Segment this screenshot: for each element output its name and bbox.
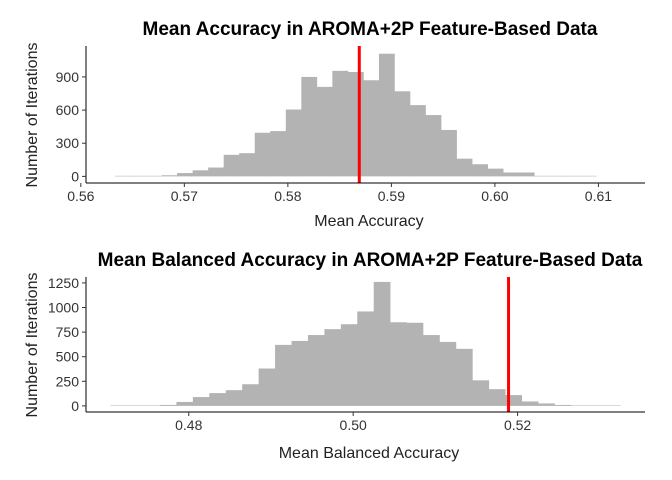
balanced-accuracy-histogram-bar [192, 397, 210, 406]
balanced-accuracy-histogram-bar [357, 311, 375, 406]
accuracy-x-tick-label: 0.59 [378, 188, 405, 204]
accuracy-histogram-bar [503, 172, 520, 177]
accuracy-histogram-bar [487, 168, 504, 177]
accuracy-x-tick-label: 0.57 [171, 188, 198, 204]
balanced-accuracy-histogram-bar [455, 348, 473, 406]
accuracy-histogram-bar [425, 115, 442, 177]
accuracy-y-tick-label: 0 [71, 168, 79, 184]
accuracy-histogram-bar [270, 131, 287, 177]
balanced-accuracy-histogram-bar [110, 405, 128, 406]
balanced-accuracy-histogram-bar [538, 403, 555, 406]
balanced-accuracy-y-tick-label: 250 [56, 373, 80, 389]
accuracy-histogram-bar [192, 170, 209, 177]
balanced-accuracy-histogram-bar [423, 335, 440, 406]
accuracy-histogram-bar [534, 175, 551, 177]
accuracy-histogram-bar [410, 105, 426, 177]
balanced-accuracy-histogram-bar [258, 368, 276, 406]
balanced-accuracy-histogram-bar [373, 281, 391, 406]
accuracy-histogram-panel: Mean Accuracy in AROMA+2P Feature-Based … [24, 19, 645, 230]
accuracy-x-tick-label: 0.60 [481, 188, 508, 204]
balanced-accuracy-histogram-bar [406, 322, 424, 406]
balanced-accuracy-y-tick-label: 500 [56, 349, 80, 365]
accuracy-histogram-bar [363, 80, 380, 177]
accuracy-x-axis-label: Mean Accuracy [314, 213, 423, 230]
accuracy-histogram-bar [254, 132, 271, 177]
accuracy-y-axis-label: Number of Iterations [24, 43, 41, 188]
accuracy-chart-title: Mean Accuracy in AROMA+2P Feature-Based … [143, 19, 598, 40]
balanced-accuracy-histogram-bar [225, 390, 243, 406]
balanced-accuracy-histogram-bar [143, 405, 161, 406]
balanced-accuracy-histogram-bar [390, 322, 407, 406]
accuracy-histogram-bar [223, 154, 240, 177]
balanced-accuracy-histogram-bar [159, 404, 177, 406]
balanced-accuracy-histogram-bar [587, 405, 605, 406]
balanced-accuracy-histogram-bar [275, 344, 292, 406]
accuracy-histogram-bar [239, 153, 256, 177]
accuracy-x-tick-label: 0.61 [585, 188, 612, 204]
balanced-accuracy-histogram-bar [307, 335, 325, 406]
balanced-accuracy-histogram-bar [127, 405, 144, 406]
balanced-accuracy-histogram-bar [291, 340, 309, 406]
accuracy-histogram-bar [332, 70, 349, 177]
accuracy-histogram-bar [177, 173, 193, 177]
accuracy-histogram-bar [285, 109, 302, 177]
balanced-accuracy-y-tick-label: 1250 [48, 275, 79, 291]
accuracy-histogram-bar [580, 175, 597, 177]
balanced-accuracy-histogram-panel: Mean Balanced Accuracy in AROMA+2P Featu… [24, 250, 645, 462]
balanced-accuracy-histogram-bar [603, 405, 621, 406]
balanced-accuracy-histogram-bar [488, 389, 506, 406]
accuracy-histogram-bar [130, 175, 147, 177]
accuracy-histogram-bar [208, 167, 224, 177]
balanced-accuracy-histogram-bar [472, 380, 490, 406]
balanced-accuracy-histogram-bar [439, 341, 457, 406]
balanced-accuracy-histogram-bar [554, 404, 572, 406]
balanced-accuracy-x-tick-label: 0.52 [504, 417, 531, 433]
balanced-accuracy-y-tick-label: 1000 [48, 300, 79, 316]
accuracy-x-tick-label: 0.56 [67, 188, 94, 204]
balanced-accuracy-histogram-bar [242, 384, 259, 406]
accuracy-histogram-bar [378, 53, 395, 177]
accuracy-x-tick-label: 0.58 [274, 188, 301, 204]
balanced-accuracy-y-tick-label: 750 [56, 324, 80, 340]
balanced-accuracy-x-axis-label: Mean Balanced Accuracy [279, 445, 460, 462]
balanced-accuracy-histogram-bar [324, 329, 342, 406]
balanced-accuracy-histogram-bar [505, 395, 522, 406]
balanced-accuracy-histogram-bar [176, 401, 194, 406]
accuracy-histogram-bar [518, 172, 535, 177]
accuracy-y-tick-label: 600 [56, 102, 80, 118]
accuracy-histogram-bar [301, 76, 318, 177]
balanced-accuracy-histogram-bar [571, 405, 588, 406]
accuracy-histogram-bar [456, 158, 473, 177]
accuracy-histogram-bar [549, 175, 566, 177]
accuracy-histogram-bar [146, 175, 162, 177]
balanced-accuracy-histogram-bar [209, 393, 227, 406]
accuracy-histogram-bar [565, 175, 582, 177]
accuracy-histogram-bar [472, 164, 488, 177]
accuracy-histogram-bar [114, 175, 131, 177]
balanced-accuracy-y-axis-label: Number of Iterations [24, 273, 41, 418]
accuracy-histogram-bar [161, 175, 178, 177]
accuracy-y-tick-label: 300 [56, 135, 80, 151]
accuracy-histogram-bar [394, 91, 411, 177]
accuracy-histogram-bar [347, 71, 364, 177]
accuracy-histogram-bar [441, 129, 457, 177]
accuracy-histogram-bar [316, 86, 333, 177]
balanced-accuracy-x-tick-label: 0.50 [340, 417, 367, 433]
accuracy-y-tick-label: 900 [56, 69, 80, 85]
balanced-accuracy-chart-title: Mean Balanced Accuracy in AROMA+2P Featu… [98, 250, 643, 271]
balanced-accuracy-histogram-bar [521, 401, 539, 406]
balanced-accuracy-histogram-bar [340, 324, 358, 406]
balanced-accuracy-y-tick-label: 0 [71, 398, 79, 414]
balanced-accuracy-x-tick-label: 0.48 [175, 417, 202, 433]
